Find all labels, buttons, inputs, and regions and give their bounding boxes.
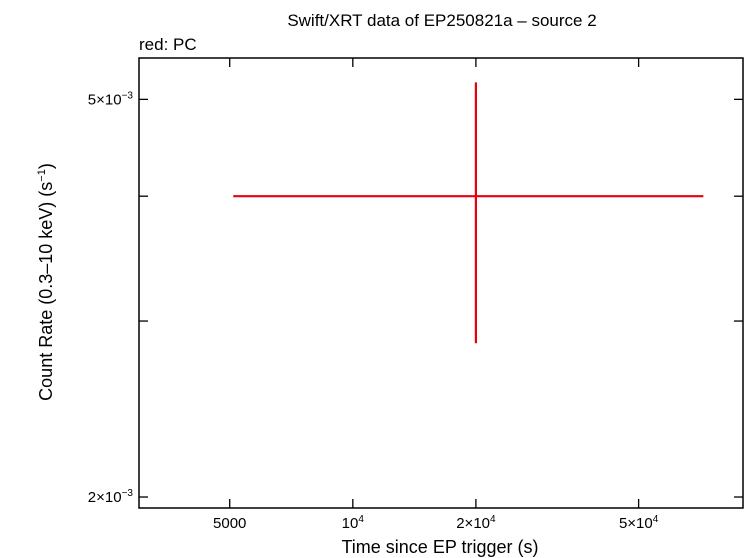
chart-title: Swift/XRT data of EP250821a – source 2 — [287, 11, 596, 30]
x-tick-label: 2×104 — [456, 514, 496, 532]
x-tick-label: 104 — [342, 514, 365, 532]
x-tick-label: 5×104 — [619, 514, 659, 532]
y-tick-label: 2×10−3 — [88, 488, 134, 506]
y-tick-label: 5×10−3 — [88, 90, 134, 108]
y-axis-label: Count Rate (0.3–10 keV) (s−1) — [36, 163, 56, 401]
x-tick-label: 5000 — [213, 515, 246, 532]
chart-subtitle: red: PC — [139, 35, 197, 54]
plot-frame — [138, 57, 744, 509]
x-axis-label: Time since EP trigger (s) — [341, 537, 538, 557]
